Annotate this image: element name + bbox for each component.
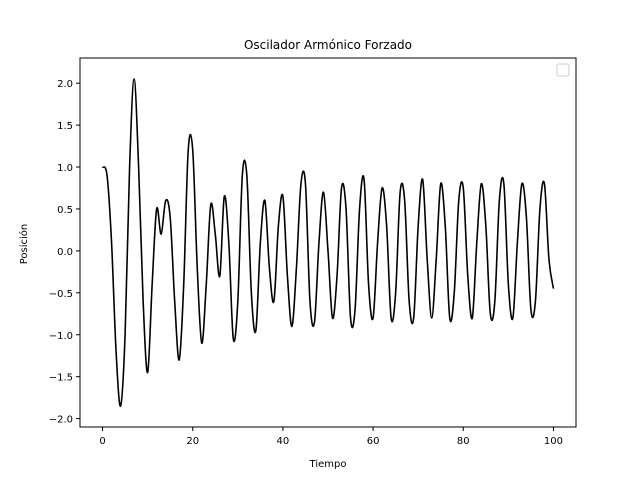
x-tick-label: 100 [544, 436, 563, 447]
y-axis-label: Posición [18, 224, 30, 265]
x-tick-label: 0 [99, 436, 105, 447]
x-tick-label: 20 [186, 436, 199, 447]
y-tick-label: 0.0 [57, 247, 73, 258]
chart-title: Oscilador Armónico Forzado [244, 38, 412, 52]
x-tick-label: 80 [457, 436, 470, 447]
plot-area [101, 78, 555, 407]
x-axis: 0 20 40 60 80 100 [99, 427, 563, 447]
x-axis-label: Tiempo [309, 459, 347, 470]
x-tick-label: 40 [277, 436, 290, 447]
y-tick-label: −2.0 [49, 415, 73, 426]
y-tick-label: 0.5 [57, 205, 73, 216]
y-tick-label: −1.0 [49, 331, 73, 342]
y-tick-label: −0.5 [49, 289, 73, 300]
y-tick-label: −1.5 [49, 373, 73, 384]
plot-frame [79, 57, 577, 428]
y-tick-label: 1.0 [57, 163, 73, 174]
legend-box [556, 63, 570, 77]
y-tick-label: 2.0 [57, 79, 73, 90]
y-axis: −2.0 −1.5 −1.0 −0.5 0.0 0.5 1.0 1.5 2.0 [49, 79, 80, 426]
x-tick-label: 60 [367, 436, 380, 447]
series-line [101, 78, 555, 407]
y-tick-label: 1.5 [57, 121, 73, 132]
